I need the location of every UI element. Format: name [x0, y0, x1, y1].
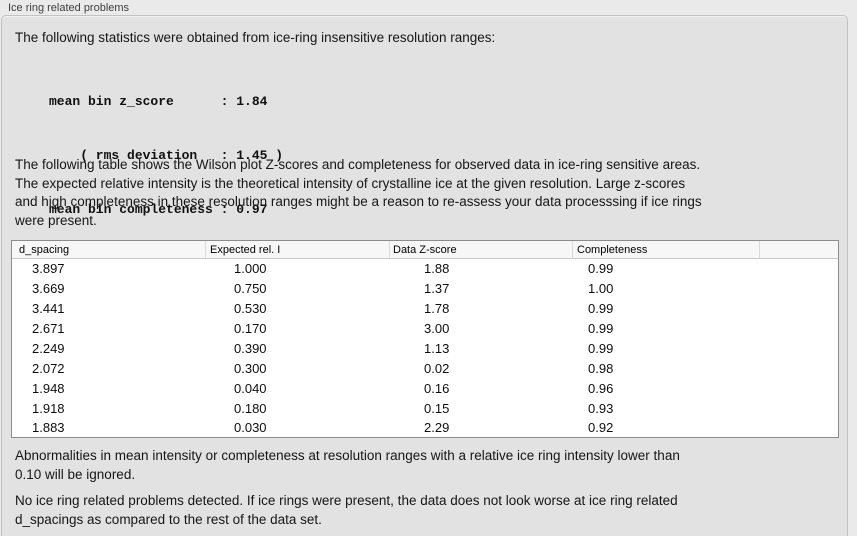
- cell-expected-rel-i: 0.300: [234, 360, 267, 376]
- cell-data-zscore: 1.37: [424, 281, 450, 297]
- cell-dspacing: 2.072: [32, 360, 65, 376]
- cell-expected-rel-i: 0.390: [234, 340, 267, 356]
- cell-completeness: 0.99: [588, 301, 614, 317]
- table-row[interactable]: 3.897 1.000 1.88 0.99: [12, 259, 838, 279]
- note-line: 0.10 will be ignored.: [15, 466, 136, 482]
- ignore-threshold-note: Abnormalities in mean intensity or compl…: [15, 447, 680, 484]
- cell-data-zscore: 0.15: [424, 400, 450, 416]
- cell-completeness: 0.93: [588, 400, 614, 416]
- conclusion-line: No ice ring related problems detected. I…: [15, 493, 678, 508]
- table-row[interactable]: 2.249 0.390 1.13 0.99: [12, 339, 838, 359]
- cell-data-zscore: 0.02: [424, 360, 450, 376]
- description-line: The following table shows the Wilson plo…: [15, 157, 701, 172]
- cell-data-zscore: 0.16: [424, 380, 450, 396]
- table-header-dspacing: d_spacing: [19, 243, 70, 256]
- cell-data-zscore: 1.88: [424, 261, 450, 277]
- panel-title: Ice ring related problems: [8, 2, 130, 14]
- table-row[interactable]: 1.948 0.040 0.16 0.96: [12, 378, 838, 398]
- cell-completeness: 1.00: [588, 281, 614, 297]
- cell-dspacing: 3.441: [32, 301, 65, 317]
- cell-completeness: 0.99: [588, 340, 614, 356]
- cell-expected-rel-i: 0.030: [234, 420, 267, 436]
- cell-dspacing: 3.897: [32, 261, 65, 277]
- table-row[interactable]: 3.669 0.750 1.37 1.00: [12, 279, 838, 299]
- cell-completeness: 0.96: [588, 380, 614, 396]
- cell-expected-rel-i: 0.180: [234, 400, 267, 416]
- table-row[interactable]: 3.441 0.530 1.78 0.99: [12, 299, 838, 319]
- cell-data-zscore: 2.29: [424, 420, 450, 436]
- cell-completeness: 0.99: [588, 321, 614, 337]
- cell-dspacing: 3.669: [32, 281, 65, 297]
- cell-expected-rel-i: 0.750: [234, 281, 267, 297]
- cell-expected-rel-i: 0.530: [234, 301, 267, 317]
- cell-dspacing: 1.948: [32, 380, 65, 396]
- cell-data-zscore: 1.78: [424, 301, 450, 317]
- cell-expected-rel-i: 1.000: [234, 261, 267, 277]
- table-header-expected-rel-i: Expected rel. I: [205, 241, 389, 258]
- description-line: were present.: [15, 212, 97, 228]
- cell-data-zscore: 1.13: [424, 340, 450, 356]
- stats-intro-text: The following statistics were obtained f…: [15, 30, 496, 45]
- table-description: The following table shows the Wilson plo…: [15, 156, 702, 230]
- ice-ring-table: d_spacing Expected rel. I Data Z-score C…: [11, 240, 839, 438]
- note-line: Abnormalities in mean intensity or compl…: [15, 448, 680, 463]
- cell-completeness: 0.98: [588, 360, 614, 376]
- ice-ring-groupbox: The following statistics were obtained f…: [1, 15, 848, 536]
- table-header-data-zscore: Data Z-score: [389, 241, 572, 258]
- conclusion-text: No ice ring related problems detected. I…: [15, 492, 678, 529]
- description-line: The expected relative intensity is the t…: [15, 175, 686, 191]
- conclusion-line: d_spacings as compared to the rest of th…: [15, 511, 322, 527]
- cell-dspacing: 2.249: [32, 340, 65, 356]
- description-line: and high completeness in these resolutio…: [15, 194, 702, 209]
- cell-completeness: 0.99: [588, 261, 614, 277]
- table-header-row: d_spacing Expected rel. I Data Z-score C…: [12, 241, 838, 259]
- table-body: 3.897 1.000 1.88 0.99 3.669 0.750 1.37 1…: [12, 259, 838, 438]
- cell-dspacing: 2.671: [32, 321, 65, 337]
- cell-dspacing: 1.883: [32, 420, 65, 436]
- stats-line-completeness: mean bin completeness : 0.97: [49, 202, 268, 217]
- table-row[interactable]: 2.671 0.170 3.00 0.99: [12, 319, 838, 339]
- cell-dspacing: 1.918: [32, 400, 65, 416]
- cell-completeness: 0.92: [588, 420, 614, 436]
- table-row[interactable]: 1.883 0.030 2.29 0.92: [12, 418, 838, 438]
- cell-expected-rel-i: 0.170: [234, 321, 267, 337]
- table-row[interactable]: 2.072 0.300 0.02 0.98: [12, 358, 838, 378]
- table-header-spacer: [759, 241, 838, 258]
- table-row[interactable]: 1.918 0.180 0.15 0.93: [12, 398, 838, 418]
- cell-data-zscore: 3.00: [424, 321, 450, 337]
- stats-line-zscore-rms: ( rms deviation : 1.45 ): [49, 148, 284, 163]
- cell-expected-rel-i: 0.040: [234, 380, 267, 396]
- stats-line-zscore: mean bin z_score : 1.84: [49, 94, 268, 109]
- table-header-completeness: Completeness: [572, 241, 759, 258]
